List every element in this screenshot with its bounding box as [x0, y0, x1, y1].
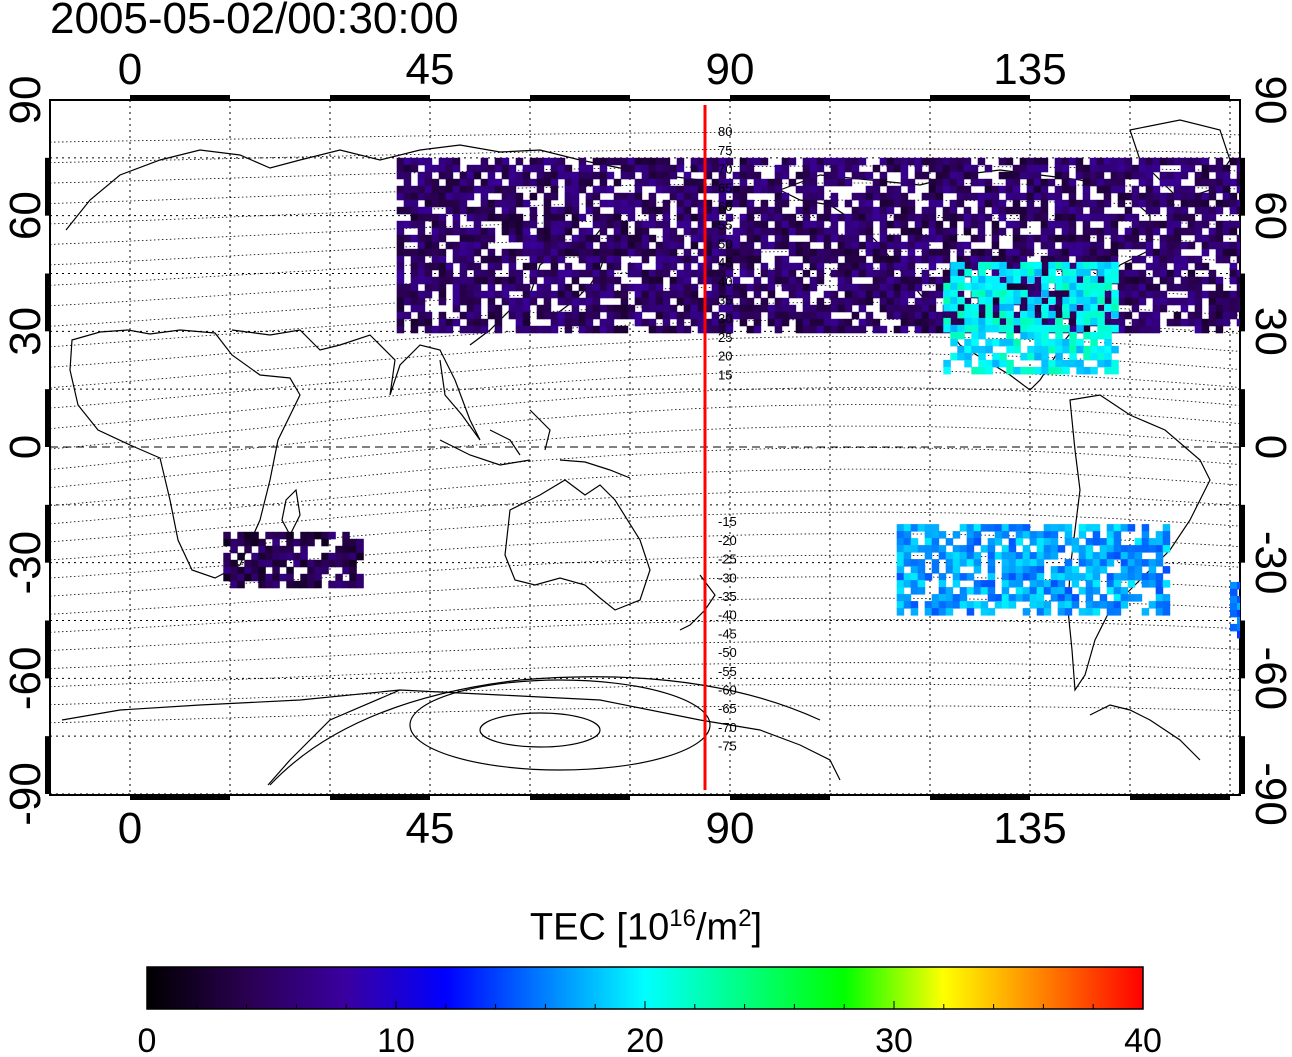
lat-label-right: 60: [1246, 191, 1292, 240]
lon-label-bottom: 90: [706, 804, 755, 853]
lat-label-left: 30: [1, 307, 50, 356]
contour-label: 15: [718, 367, 732, 382]
colorbar-tick-label: 0: [138, 1022, 157, 1057]
lat-label-right: -60: [1246, 647, 1292, 711]
contour-label: 30: [718, 311, 732, 326]
tec-patch-south-africa: [223, 531, 364, 589]
contour-label: 75: [718, 143, 732, 158]
contour-label: -45: [718, 626, 737, 641]
lat-label-right: 90: [1246, 76, 1292, 125]
contour-label: 80: [718, 124, 732, 139]
contour-label: -60: [718, 683, 737, 698]
contour-label: -30: [718, 570, 737, 585]
contour-label: 25: [718, 330, 732, 345]
contour-label: 50: [718, 236, 732, 251]
tec-patch-australia: [896, 524, 1171, 616]
lat-label-right: -30: [1246, 531, 1292, 595]
lat-label-right: -90: [1246, 762, 1292, 826]
contour-label: -75: [718, 739, 737, 754]
contour-label: -55: [718, 664, 737, 679]
lat-label-right: 0: [1246, 435, 1292, 459]
map-title: 2005-05-02/00:30:00: [50, 0, 459, 43]
lon-label-top: 45: [406, 45, 455, 94]
contour-label: 65: [718, 180, 732, 195]
tec-patch-new-zealand: [1230, 581, 1240, 639]
lat-label-left: -60: [1, 647, 50, 711]
contour-label: -35: [718, 589, 737, 604]
colorbar-ticks: 0 10 20 30 40: [138, 1001, 1162, 1057]
contour-label: 20: [718, 349, 732, 364]
colorbar-tick-label: 20: [626, 1022, 664, 1057]
lat-label-right: 30: [1246, 307, 1292, 356]
lat-label-left: 60: [1, 191, 50, 240]
contour-label: 45: [718, 255, 732, 270]
lat-label-left: -30: [1, 531, 50, 595]
contour-label: -15: [718, 514, 737, 529]
colorbar-title: TEC [1016/m2]: [529, 905, 763, 949]
lon-label-top: 0: [118, 45, 142, 94]
lat-label-left: -90: [1, 762, 50, 826]
contour-label: -40: [718, 608, 737, 623]
contour-labels: 80 75 70 65 60 55 50 45 40 35 30 25 20 15 -15 -20 -25 -30…: [718, 124, 737, 753]
contour-label: -50: [718, 645, 737, 660]
contour-label: -65: [718, 701, 737, 716]
contour-label: -20: [718, 533, 737, 548]
lon-label-top: 135: [993, 45, 1066, 94]
contour-label: 40: [718, 274, 732, 289]
axis-labels: 0045459090135135180180-135-135-90-90-45-…: [1, 45, 1292, 853]
contour-label: -70: [718, 720, 737, 735]
tec-data-cells: [223, 157, 1240, 639]
contour-label: 35: [718, 293, 732, 308]
colorbar-tick-label: 10: [377, 1022, 415, 1057]
colorbar-tick-label: 30: [875, 1022, 913, 1057]
tec-patch-europe: [396, 157, 1240, 334]
colorbar-tick-label: 40: [1124, 1022, 1162, 1057]
contour-label: -25: [718, 552, 737, 567]
lat-label-left: 90: [1, 76, 50, 125]
lon-label-bottom: 45: [406, 804, 455, 853]
lon-label-top: 90: [706, 45, 755, 94]
frame-ticks: [45, 95, 1245, 800]
lon-label-bottom: 135: [993, 804, 1066, 853]
lon-label-bottom: 0: [118, 804, 142, 853]
contour-label: 55: [718, 218, 732, 233]
contour-label: 60: [718, 199, 732, 214]
contour-label: 70: [718, 162, 732, 177]
lat-label-left: 0: [1, 435, 50, 459]
tec-patch-japan: [943, 261, 1119, 375]
